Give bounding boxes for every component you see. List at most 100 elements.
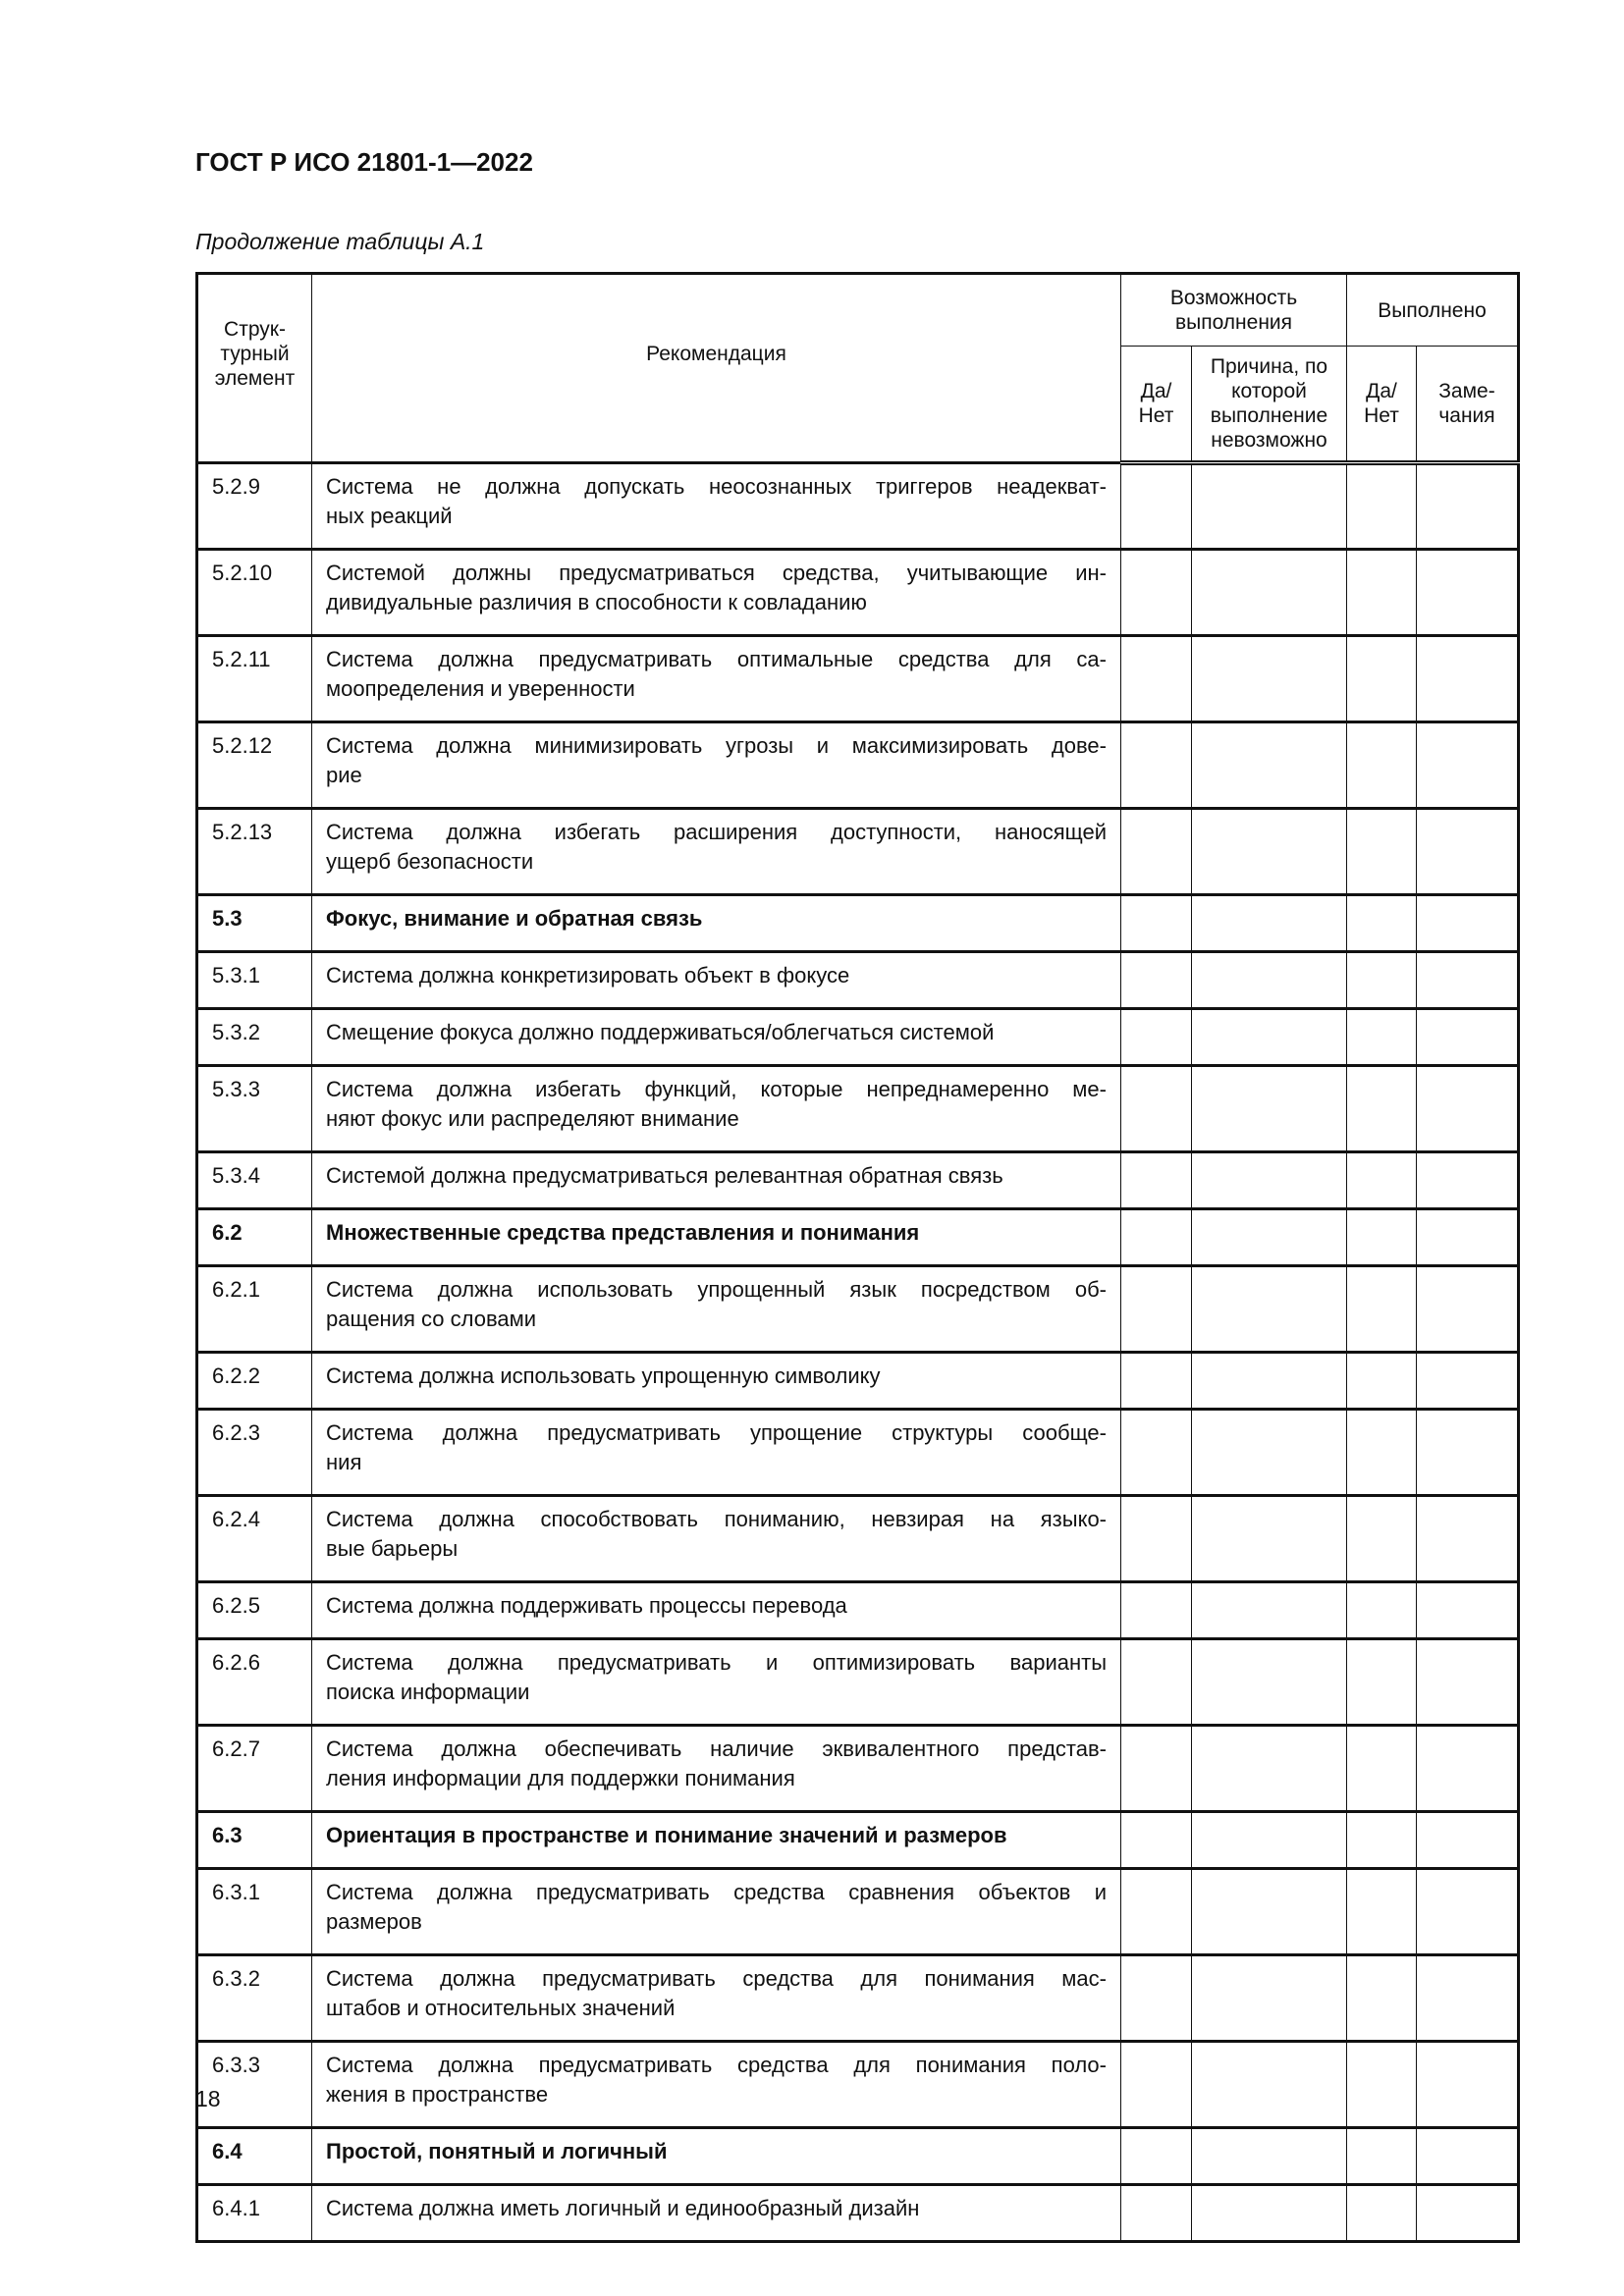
done-yes-no-cell[interactable]: [1346, 1208, 1417, 1266]
feasibility-yes-no-cell[interactable]: [1120, 2127, 1192, 2185]
recommendation-line: ращения со словами: [326, 1307, 537, 1331]
feasibility-yes-no-cell[interactable]: [1120, 1352, 1192, 1410]
done-yes-no-cell[interactable]: [1346, 951, 1417, 1009]
done-yes-no-cell[interactable]: [1346, 1265, 1417, 1353]
remarks-cell[interactable]: [1416, 1008, 1519, 1066]
reason-cell[interactable]: [1191, 808, 1347, 895]
done-yes-no-cell[interactable]: [1346, 1954, 1417, 2042]
reason-cell[interactable]: [1191, 1065, 1347, 1152]
feasibility-yes-no-cell[interactable]: [1120, 1495, 1192, 1582]
reason-cell[interactable]: [1191, 1409, 1347, 1496]
feasibility-yes-no-cell[interactable]: [1120, 549, 1192, 636]
remarks-cell[interactable]: [1416, 1208, 1519, 1266]
done-yes-no-cell[interactable]: [1346, 1151, 1417, 1209]
feasibility-yes-no-cell[interactable]: [1120, 1868, 1192, 1955]
done-yes-no-cell[interactable]: [1346, 894, 1417, 952]
done-yes-no-cell[interactable]: [1346, 2041, 1417, 2128]
done-yes-no-cell[interactable]: [1346, 721, 1417, 809]
element-number: 6.2.5: [196, 1581, 312, 1639]
remarks-cell[interactable]: [1416, 2041, 1519, 2128]
reason-cell[interactable]: [1191, 549, 1347, 636]
reason-cell[interactable]: [1191, 1954, 1347, 2042]
done-yes-no-cell[interactable]: [1346, 462, 1417, 550]
remarks-cell[interactable]: [1416, 635, 1519, 722]
done-yes-no-cell[interactable]: [1346, 635, 1417, 722]
feasibility-yes-no-cell[interactable]: [1120, 1208, 1192, 1266]
reason-cell[interactable]: [1191, 2184, 1347, 2242]
remarks-cell[interactable]: [1416, 1811, 1519, 1869]
feasibility-yes-no-cell[interactable]: [1120, 894, 1192, 952]
feasibility-yes-no-cell[interactable]: [1120, 1811, 1192, 1869]
reason-cell[interactable]: [1191, 1352, 1347, 1410]
reason-cell[interactable]: [1191, 635, 1347, 722]
recommendation-text: Ориентация в пространстве и понимание зн…: [311, 1811, 1121, 1869]
remarks-cell[interactable]: [1416, 1065, 1519, 1152]
remarks-cell[interactable]: [1416, 2184, 1519, 2242]
reason-cell[interactable]: [1191, 1208, 1347, 1266]
reason-cell[interactable]: [1191, 2041, 1347, 2128]
done-yes-no-cell[interactable]: [1346, 549, 1417, 636]
feasibility-yes-no-cell[interactable]: [1120, 721, 1192, 809]
reason-cell[interactable]: [1191, 1868, 1347, 1955]
reason-cell[interactable]: [1191, 721, 1347, 809]
reason-cell[interactable]: [1191, 951, 1347, 1009]
feasibility-yes-no-cell[interactable]: [1120, 2041, 1192, 2128]
done-yes-no-cell[interactable]: [1346, 1409, 1417, 1496]
reason-cell[interactable]: [1191, 1008, 1347, 1066]
remarks-cell[interactable]: [1416, 1954, 1519, 2042]
remarks-cell[interactable]: [1416, 1352, 1519, 1410]
reason-cell[interactable]: [1191, 1638, 1347, 1726]
reason-cell[interactable]: [1191, 894, 1347, 952]
done-yes-no-cell[interactable]: [1346, 1811, 1417, 1869]
feasibility-yes-no-cell[interactable]: [1120, 1581, 1192, 1639]
feasibility-yes-no-cell[interactable]: [1120, 1265, 1192, 1353]
feasibility-yes-no-cell[interactable]: [1120, 1725, 1192, 1812]
done-yes-no-cell[interactable]: [1346, 1725, 1417, 1812]
remarks-cell[interactable]: [1416, 951, 1519, 1009]
reason-cell[interactable]: [1191, 1581, 1347, 1639]
feasibility-yes-no-cell[interactable]: [1120, 1409, 1192, 1496]
recommendation-text: Система должна минимизировать угрозы и м…: [311, 721, 1121, 809]
remarks-cell[interactable]: [1416, 894, 1519, 952]
reason-cell[interactable]: [1191, 1151, 1347, 1209]
reason-cell[interactable]: [1191, 1495, 1347, 1582]
reason-cell[interactable]: [1191, 1725, 1347, 1812]
feasibility-yes-no-cell[interactable]: [1120, 951, 1192, 1009]
done-yes-no-cell[interactable]: [1346, 1495, 1417, 1582]
feasibility-yes-no-cell[interactable]: [1120, 462, 1192, 550]
done-yes-no-cell[interactable]: [1346, 1868, 1417, 1955]
feasibility-yes-no-cell[interactable]: [1120, 1065, 1192, 1152]
remarks-cell[interactable]: [1416, 462, 1519, 550]
reason-cell[interactable]: [1191, 2127, 1347, 2185]
feasibility-yes-no-cell[interactable]: [1120, 1151, 1192, 1209]
done-yes-no-cell[interactable]: [1346, 1008, 1417, 1066]
done-yes-no-cell[interactable]: [1346, 1638, 1417, 1726]
remarks-cell[interactable]: [1416, 1725, 1519, 1812]
remarks-cell[interactable]: [1416, 549, 1519, 636]
done-yes-no-cell[interactable]: [1346, 1065, 1417, 1152]
done-yes-no-cell[interactable]: [1346, 1581, 1417, 1639]
reason-cell[interactable]: [1191, 1265, 1347, 1353]
remarks-cell[interactable]: [1416, 2127, 1519, 2185]
remarks-cell[interactable]: [1416, 721, 1519, 809]
remarks-cell[interactable]: [1416, 1581, 1519, 1639]
feasibility-yes-no-cell[interactable]: [1120, 1008, 1192, 1066]
feasibility-yes-no-cell[interactable]: [1120, 808, 1192, 895]
feasibility-yes-no-cell[interactable]: [1120, 1638, 1192, 1726]
feasibility-yes-no-cell[interactable]: [1120, 635, 1192, 722]
done-yes-no-cell[interactable]: [1346, 808, 1417, 895]
remarks-cell[interactable]: [1416, 1638, 1519, 1726]
feasibility-yes-no-cell[interactable]: [1120, 2184, 1192, 2242]
remarks-cell[interactable]: [1416, 1868, 1519, 1955]
remarks-cell[interactable]: [1416, 1265, 1519, 1353]
done-yes-no-cell[interactable]: [1346, 2127, 1417, 2185]
done-yes-no-cell[interactable]: [1346, 1352, 1417, 1410]
remarks-cell[interactable]: [1416, 1495, 1519, 1582]
remarks-cell[interactable]: [1416, 1151, 1519, 1209]
reason-cell[interactable]: [1191, 1811, 1347, 1869]
remarks-cell[interactable]: [1416, 808, 1519, 895]
remarks-cell[interactable]: [1416, 1409, 1519, 1496]
done-yes-no-cell[interactable]: [1346, 2184, 1417, 2242]
reason-cell[interactable]: [1191, 462, 1347, 550]
feasibility-yes-no-cell[interactable]: [1120, 1954, 1192, 2042]
